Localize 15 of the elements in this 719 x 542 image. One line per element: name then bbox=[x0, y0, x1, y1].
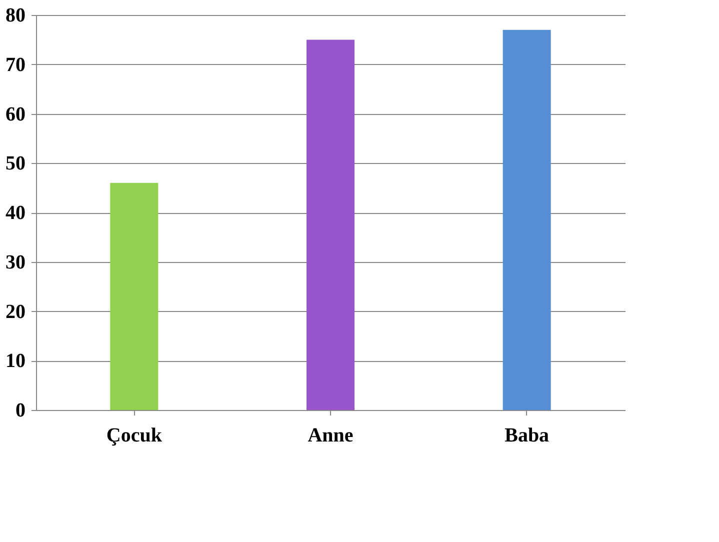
y-tick-label: 50 bbox=[6, 152, 26, 175]
y-tick-label: 30 bbox=[6, 251, 26, 274]
y-tick-label: 70 bbox=[6, 54, 26, 76]
y-tick-label: 60 bbox=[6, 103, 26, 126]
bar bbox=[110, 182, 158, 410]
y-tick-label: 80 bbox=[6, 4, 26, 26]
y-tick-label: 10 bbox=[6, 350, 26, 372]
bar bbox=[502, 30, 551, 410]
y-tick-label: 40 bbox=[6, 202, 26, 224]
bar bbox=[306, 40, 354, 410]
y-tick-label: 0 bbox=[16, 400, 26, 422]
y-tick-label: 20 bbox=[6, 300, 26, 323]
x-tick-label: Baba bbox=[504, 424, 550, 446]
x-tick-label: Anne bbox=[308, 424, 354, 446]
x-tick-label: Çocuk bbox=[106, 424, 163, 446]
